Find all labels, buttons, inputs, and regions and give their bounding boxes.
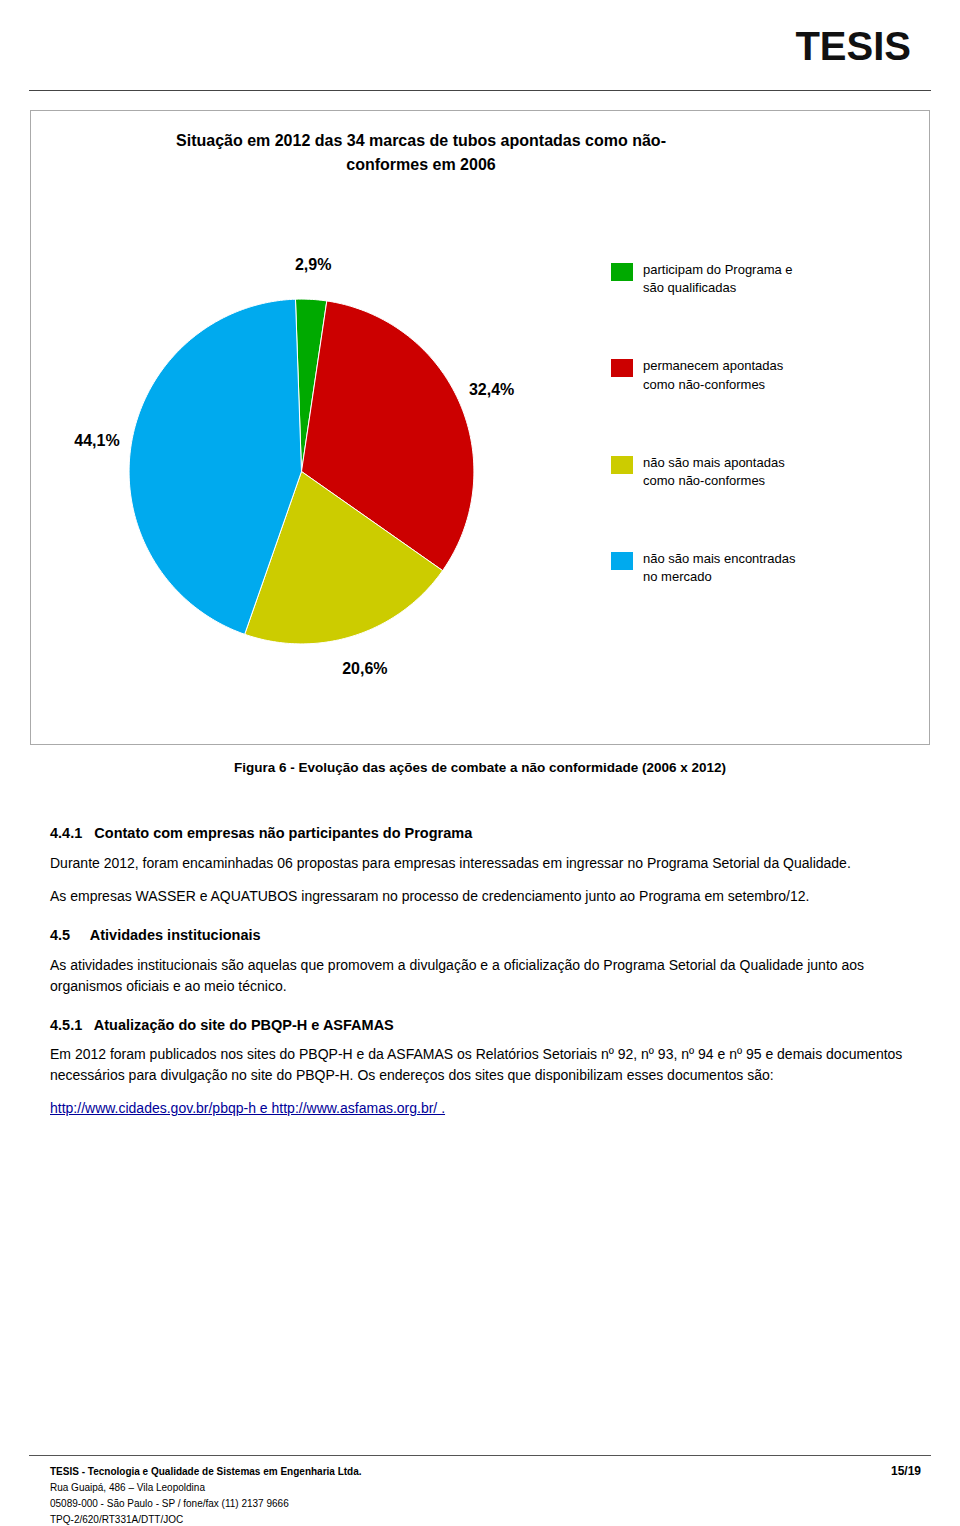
html-text:4.4.1 Contato com empresas não: 4.4.1 Contato com empresas não participa…	[50, 825, 473, 841]
html-text:TESIS: TESIS	[795, 24, 911, 68]
html-text:http://www.cidades.gov.br/pbqp: http://www.cidades.gov.br/pbqp-h e http:…	[50, 1100, 445, 1117]
html-text:4.5 Atividades institucionais: 4.5 Atividades institucionais	[50, 926, 261, 943]
html-text:permanecem apontadas como não-: permanecem apontadas como não-conformes	[643, 358, 784, 392]
svg-text:2,9%: 2,9%	[295, 256, 331, 273]
svg-text:44,1%: 44,1%	[74, 432, 119, 449]
html-text:TESIS - Tecnologia e Qualidade: TESIS - Tecnologia e Qualidade de Sistem…	[50, 1466, 362, 1477]
html-text:Rua Guaipá, 486 – Vila Leopold: Rua Guaipá, 486 – Vila Leopoldina	[50, 1482, 205, 1493]
html-text:Durante 2012, foram encaminhad: Durante 2012, foram encaminhadas 06 prop…	[50, 854, 851, 871]
html-text:05089-000 - São Paulo - SP / f: 05089-000 - São Paulo - SP / fone/fax (1…	[50, 1498, 289, 1509]
html-text:As atividades institucionais s: As atividades institucionais são aquelas…	[50, 956, 864, 994]
svg-text:32,4%: 32,4%	[469, 381, 514, 398]
html-text:15/19: 15/19	[891, 1464, 921, 1478]
html-text:Figura 6 - Evolução das ações: Figura 6 - Evolução das ações de combate…	[233, 760, 727, 775]
html-text:não são mais encontradas no me: não são mais encontradas no mercado	[643, 551, 796, 585]
html-text:participam do Programa e são q: participam do Programa e são qualificada…	[643, 262, 793, 296]
html-text:TPQ-2/620/RT331A/DTT/JOC: TPQ-2/620/RT331A/DTT/JOC	[50, 1514, 184, 1525]
html-text:4.5.1 Atualização do site do P: 4.5.1 Atualização do site do PBQP-H e AS…	[50, 1016, 394, 1033]
svg-text:20,6%: 20,6%	[342, 660, 387, 677]
html-text:Em 2012 foram publicados nos s: Em 2012 foram publicados nos sites do PB…	[50, 1046, 903, 1084]
html-text:As empresas WASSER e AQUATUBOS: As empresas WASSER e AQUATUBOS ingressar…	[50, 887, 810, 904]
html-text:Situação em 2012 das 34 marcas: Situação em 2012 das 34 marcas de tubos …	[176, 132, 666, 173]
html-text:não são mais apontadas como nã: não são mais apontadas como não-conforme…	[643, 454, 785, 488]
